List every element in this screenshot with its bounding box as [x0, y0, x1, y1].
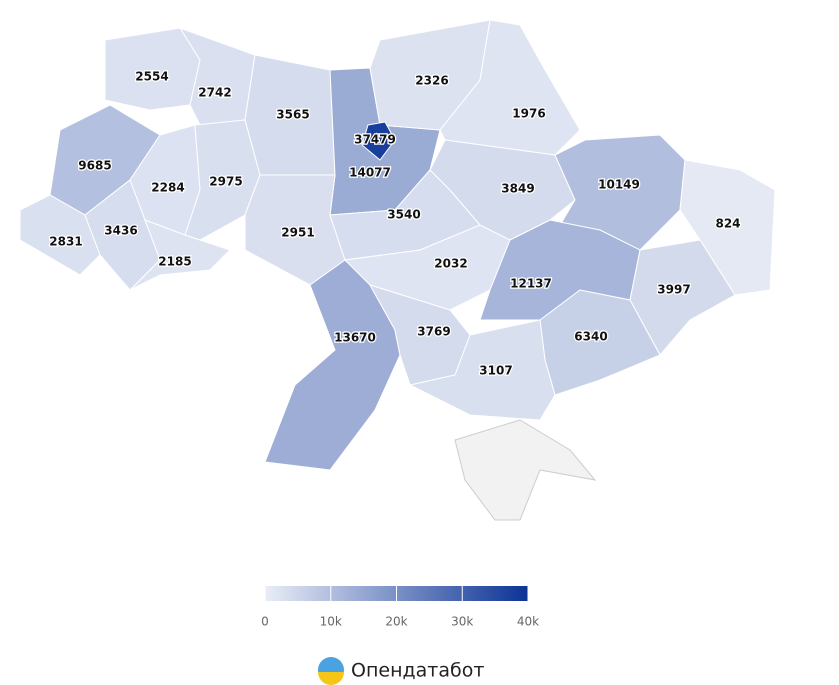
region — [184, 119, 261, 241]
region-value: 1976 — [512, 107, 545, 121]
region-value: 13670 — [334, 331, 376, 345]
region-value: 2284 — [151, 181, 184, 195]
region — [361, 121, 396, 161]
region-value: 3997 — [657, 283, 690, 297]
region-value: 2185 — [158, 255, 191, 269]
colorbar-tick-label: 0 — [261, 615, 269, 629]
region-value: 3565 — [276, 108, 309, 122]
region-value: 3540 — [387, 208, 420, 222]
region-value: 2032 — [434, 257, 467, 271]
region-value: 9685 — [78, 159, 111, 173]
region — [679, 159, 776, 296]
region — [129, 219, 231, 291]
region-value: 824 — [715, 217, 740, 231]
colorbar-tick-label: 20k — [385, 615, 407, 629]
colorbar-tick-label: 40k — [517, 615, 539, 629]
region-value: 3436 — [104, 224, 137, 238]
region-value: 2742 — [198, 86, 231, 100]
region-value: 3769 — [417, 325, 450, 339]
region-value: 6340 — [574, 330, 607, 344]
region-value: 2975 — [209, 175, 242, 189]
region-value: 2326 — [415, 74, 448, 88]
region-value: 37479 — [354, 133, 396, 147]
region-value: 3849 — [501, 182, 534, 196]
logo-icon-lower — [318, 672, 344, 685]
region-value: 3107 — [479, 364, 512, 378]
region-value: 12137 — [510, 277, 552, 291]
logo-text: Опендатабот — [351, 660, 484, 682]
region-value: 14077 — [349, 166, 391, 180]
region — [408, 319, 556, 421]
colorbar-tick-label: 30k — [451, 615, 473, 629]
region-value: 2951 — [281, 226, 314, 240]
region — [264, 259, 401, 471]
logo: Опендатабот — [318, 657, 484, 685]
region-value: 2831 — [49, 235, 82, 249]
region — [554, 134, 686, 251]
crimea — [454, 419, 597, 521]
region-value: 10149 — [598, 178, 640, 192]
region-value: 2554 — [135, 70, 168, 84]
colorbar-tick-label: 10k — [320, 615, 342, 629]
